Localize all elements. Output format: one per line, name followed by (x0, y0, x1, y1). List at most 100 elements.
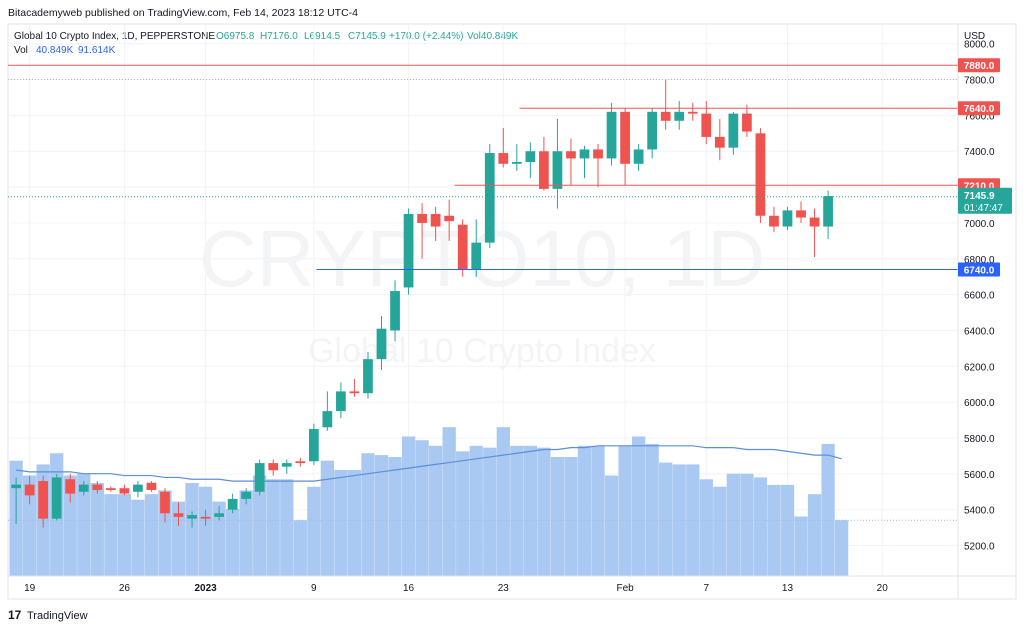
candle (160, 488, 170, 523)
price-level-tag (958, 262, 1000, 277)
candle (390, 280, 400, 342)
candle-body (119, 488, 130, 494)
time-axis-tick: 19 (24, 583, 36, 594)
volume-bar (659, 462, 673, 576)
candle-body (281, 463, 292, 467)
candle (119, 484, 130, 496)
candle-body (24, 484, 35, 496)
price-axis-tick: 7000.0 (964, 219, 995, 230)
tradingview-brand: TradingView (27, 610, 88, 622)
volume-bar (834, 520, 849, 576)
candle (173, 502, 184, 526)
candle-body (728, 113, 739, 148)
candle-body (809, 217, 820, 227)
time-axis-tick: 2023 (194, 583, 217, 594)
volume-bar (171, 501, 186, 576)
legend-close: C7145.9 (348, 31, 386, 42)
candle-body (660, 111, 671, 121)
candle (200, 509, 211, 526)
candle-body (227, 498, 238, 510)
candle (146, 481, 157, 492)
volume-bar (131, 499, 145, 576)
candle-body (38, 481, 49, 519)
volume-bar (104, 494, 118, 576)
time-axis[interactable]: 19 26 2023 9 16 23 Feb 7 13 20 (24, 583, 888, 594)
candle (633, 144, 644, 171)
volume-bar (740, 473, 754, 576)
candle-body (796, 210, 806, 218)
time-axis-tick: 7 (704, 583, 710, 594)
time-axis-tick: 26 (119, 583, 131, 594)
candle-body (647, 111, 658, 150)
time-axis-tick: 23 (498, 583, 510, 594)
candle (457, 219, 468, 277)
volume-bar (550, 456, 565, 576)
volume-bar (618, 445, 632, 576)
candle-body (214, 513, 224, 517)
candle (241, 488, 252, 505)
candle (363, 351, 373, 399)
price-axis-tick: 5200.0 (964, 542, 995, 553)
candle (593, 144, 603, 188)
candle (498, 127, 509, 168)
candle-body (322, 411, 333, 428)
candle (755, 127, 766, 223)
volume-bar (604, 475, 619, 576)
volume-bar (185, 483, 199, 576)
candle-body (390, 291, 400, 331)
price-axis-tick: 8000.0 (964, 40, 995, 51)
candle (105, 486, 116, 492)
volume-bar (496, 427, 510, 576)
volume-bar (415, 440, 429, 576)
candle-body (241, 491, 252, 499)
time-axis-tick: 20 (877, 583, 889, 594)
candle (511, 144, 522, 171)
volume-bar (239, 490, 253, 576)
volume-bar (117, 494, 132, 576)
volume-bar (253, 475, 267, 576)
time-axis-tick: 13 (782, 583, 794, 594)
candle (65, 473, 76, 503)
candle-body (133, 484, 143, 492)
volume-ma-value: 91.614K (78, 45, 116, 56)
last-price-value: 7145.9 (964, 191, 995, 202)
candle (11, 477, 21, 525)
candle (24, 475, 35, 505)
volume-bar (672, 464, 686, 576)
candle-body (11, 484, 21, 489)
candle-body (308, 429, 319, 462)
legend-high: H7176.0 (260, 31, 298, 42)
candle (78, 481, 89, 496)
volume-bar (564, 456, 578, 576)
volume-bar (23, 475, 37, 576)
candle (484, 144, 495, 249)
candle (322, 391, 333, 431)
legend-vol: Vol40.849K (467, 31, 518, 42)
candle (769, 206, 779, 232)
price-axis-tick: 5800.0 (964, 434, 995, 445)
candle-body (498, 153, 509, 164)
volume-bar (401, 436, 416, 576)
candle-body (742, 113, 752, 132)
candle (742, 104, 752, 137)
volume-bar (456, 451, 470, 576)
candle-body (268, 463, 279, 471)
candle (349, 378, 360, 397)
price-level-tag (958, 101, 1000, 116)
candle (566, 138, 576, 186)
volume-bar (523, 445, 537, 576)
legend-change: +170.0 (+2.44%) (389, 31, 464, 42)
volume-bar (577, 445, 592, 576)
volume-bar (63, 475, 77, 576)
price-axis-labels: 7880.0 7640.0 7210.0 6740.0 7145.901:47:47 (958, 58, 1012, 277)
tradingview-logo-icon: 17 (8, 608, 22, 622)
candle-body (92, 484, 103, 490)
volume-bar (293, 520, 307, 576)
legend-symbol: Global 10 Crypto Index, 1D, PEPPERSTONE (14, 31, 215, 42)
price-axis-tick: 7800.0 (964, 76, 995, 87)
candle (268, 459, 279, 476)
candle (444, 199, 455, 241)
volume-bar (198, 486, 213, 576)
candle (133, 481, 143, 498)
